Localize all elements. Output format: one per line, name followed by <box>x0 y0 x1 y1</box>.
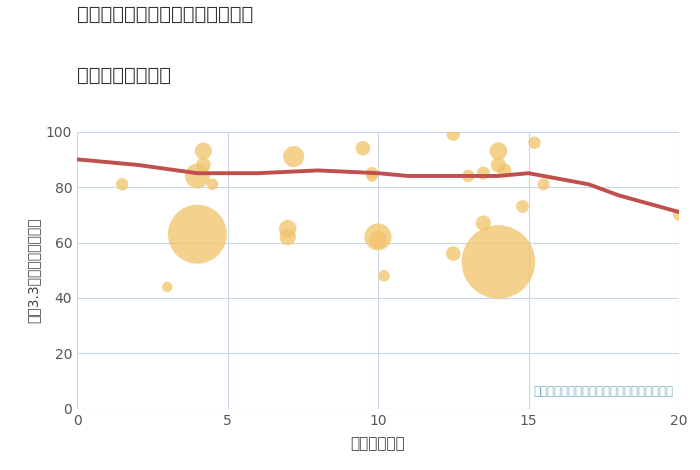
Point <box>448 250 459 258</box>
Point <box>366 172 377 180</box>
X-axis label: 駅距離（分）: 駅距離（分） <box>351 436 405 451</box>
Point <box>517 203 528 210</box>
Point <box>493 147 504 155</box>
Point <box>372 233 384 241</box>
Point <box>538 180 549 188</box>
Point <box>198 161 209 169</box>
Point <box>207 180 218 188</box>
Point <box>499 167 510 174</box>
Point <box>477 219 489 227</box>
Point <box>493 161 504 169</box>
Point <box>477 169 489 177</box>
Y-axis label: 坪（3.3㎡）単価（万円）: 坪（3.3㎡）単価（万円） <box>26 218 40 323</box>
Point <box>493 258 504 266</box>
Text: 円の大きさは、取引のあった物件面積を示す: 円の大きさは、取引のあった物件面積を示す <box>533 385 673 398</box>
Point <box>463 172 474 180</box>
Point <box>192 172 203 180</box>
Point <box>372 236 384 243</box>
Point <box>366 169 377 177</box>
Point <box>357 144 368 152</box>
Point <box>282 225 293 233</box>
Point <box>288 153 300 160</box>
Point <box>448 131 459 138</box>
Point <box>529 139 540 147</box>
Point <box>116 180 128 188</box>
Point <box>673 211 685 219</box>
Point <box>282 233 293 241</box>
Point <box>162 283 173 290</box>
Text: 愛知県名古屋市昭和区五軒家町の: 愛知県名古屋市昭和区五軒家町の <box>77 5 253 24</box>
Point <box>192 230 203 238</box>
Text: 駅距離別土地価格: 駅距離別土地価格 <box>77 66 171 85</box>
Point <box>379 272 390 280</box>
Point <box>198 147 209 155</box>
